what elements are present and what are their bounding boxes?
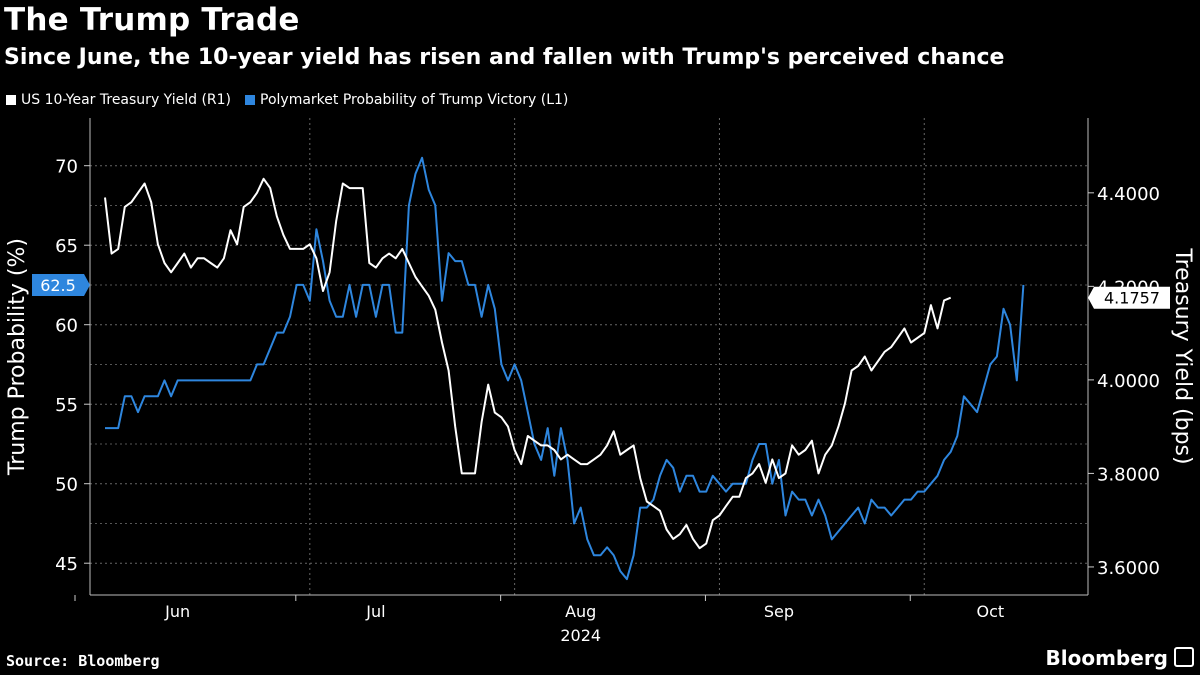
x-tick-label: Jun	[164, 602, 190, 621]
axes: 4550556065703.60003.80004.00004.20004.40…	[5, 118, 1195, 645]
bloomberg-icon	[1174, 647, 1194, 667]
left-tick-label: 55	[55, 395, 78, 416]
grid	[90, 118, 1088, 595]
right-tick-label: 3.8000	[1097, 464, 1160, 485]
left-axis-title: Trump Probability (%)	[5, 238, 30, 476]
right-tick-label: 4.4000	[1097, 184, 1160, 205]
last-value-left: 62.5	[40, 276, 76, 295]
last-value-right: 4.1757	[1104, 289, 1160, 308]
right-tick-label: 3.6000	[1097, 558, 1160, 579]
bloomberg-logo: Bloomberg	[1045, 646, 1168, 670]
x-tick-label: Sep	[764, 602, 794, 621]
right-tick-label: 4.0000	[1097, 371, 1160, 392]
left-tick-label: 45	[55, 554, 78, 575]
chart-title: The Trump Trade	[4, 2, 300, 38]
series-lines	[104, 156, 1025, 581]
x-tick-label: Jul	[365, 602, 385, 621]
x-tick-label: Oct	[976, 602, 1004, 621]
x-year-label: 2024	[560, 626, 601, 645]
x-tick-label: Aug	[565, 602, 596, 621]
legend: US 10-Year Treasury Yield (R1) Polymarke…	[6, 92, 568, 108]
chart-subtitle: Since June, the 10-year yield has risen …	[4, 45, 1005, 70]
legend-label-yield: US 10-Year Treasury Yield (R1)	[21, 92, 232, 108]
legend-item-probability: Polymarket Probability of Trump Victory …	[245, 92, 568, 108]
legend-swatch-yield	[6, 95, 16, 105]
legend-swatch-probability	[245, 95, 256, 105]
left-tick-label: 65	[55, 236, 78, 257]
legend-item-yield: US 10-Year Treasury Yield (R1)	[6, 92, 231, 108]
series-line-yield	[104, 177, 952, 550]
right-axis-title: Treasury Yield (bps)	[1170, 247, 1195, 464]
left-tick-label: 50	[55, 475, 78, 496]
left-tick-label: 70	[55, 157, 78, 178]
source-note: Source: Bloomberg	[6, 652, 160, 670]
legend-label-probability: Polymarket Probability of Trump Victory …	[260, 92, 569, 108]
last-value-tag-right	[1088, 286, 1170, 309]
last-value-tag-left	[32, 273, 90, 296]
series-line-probability	[105, 156, 1025, 581]
left-tick-label: 60	[55, 316, 78, 337]
last-value-tags: 62.5 4.1757	[32, 273, 1170, 309]
